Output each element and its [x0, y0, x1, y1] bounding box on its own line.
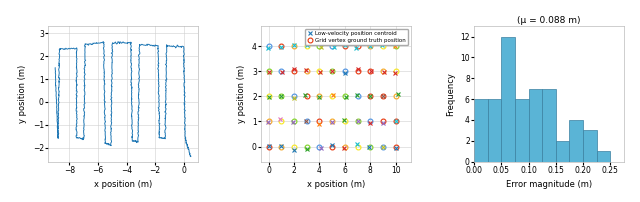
Legend: Low-velocity position centroid, Grid vertex ground truth position: Low-velocity position centroid, Grid ver… [305, 29, 408, 45]
Bar [570, 120, 583, 162]
Bar [501, 37, 515, 162]
Bar [583, 130, 596, 162]
X-axis label: Error magnitude (m): Error magnitude (m) [506, 180, 592, 189]
Y-axis label: y position (m): y position (m) [18, 65, 27, 123]
Bar [488, 99, 501, 162]
Title: (μ = 0.088 m): (μ = 0.088 m) [517, 17, 580, 25]
X-axis label: x position (m): x position (m) [307, 180, 365, 189]
Bar [529, 89, 542, 162]
Bar [596, 151, 611, 162]
Y-axis label: y position (m): y position (m) [237, 65, 246, 123]
Y-axis label: Frequency: Frequency [445, 72, 454, 116]
Bar [542, 89, 556, 162]
Bar [474, 99, 488, 162]
Bar [556, 141, 570, 162]
Bar [515, 99, 529, 162]
X-axis label: x position (m): x position (m) [94, 180, 152, 189]
